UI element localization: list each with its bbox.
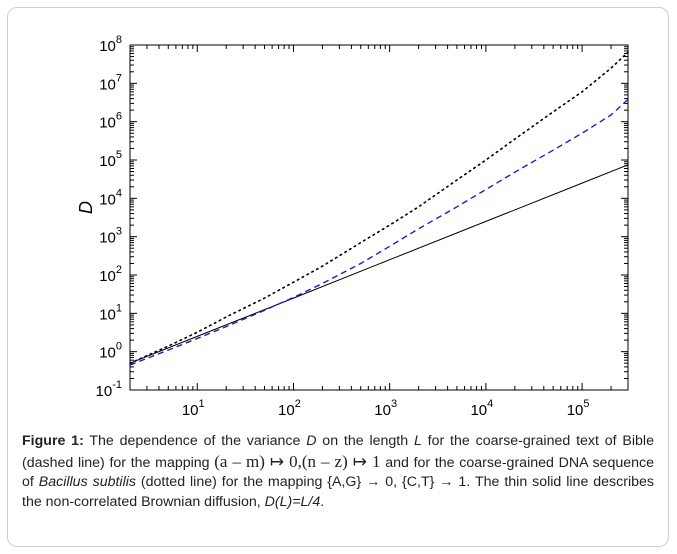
x-tick-label: 105 (567, 398, 590, 419)
y-tick-label: 102 (99, 264, 122, 285)
y-tick-label: 100 (99, 341, 122, 362)
caption-text-2: on the length (316, 433, 414, 449)
series-dotted-line (129, 51, 629, 365)
y-tick-label: 103 (99, 226, 122, 247)
plot-area (129, 44, 629, 391)
caption-text-3: for the coarse-grained text of Bible (da… (22, 433, 654, 471)
caption-species: Bacillus subtilis (38, 474, 136, 490)
caption-variable-l: L (413, 433, 422, 449)
caption-figure-label: Figure 1: (22, 433, 84, 449)
y-tick-label: 10-1 (96, 379, 122, 400)
caption-text-4: and for the coarse-grained DNA sequence … (22, 454, 654, 491)
caption-text-5: (dotted line) for the mapping {A,G} → 0,… (22, 474, 654, 510)
y-tick-label: 106 (99, 111, 122, 132)
x-tick-label: 103 (374, 398, 397, 419)
y-tick-label: 108 (99, 34, 122, 55)
y-tick-label: 107 (99, 72, 122, 93)
caption-variable-d: D (306, 433, 317, 449)
caption-end: . (320, 493, 325, 510)
series-dashed-line (129, 98, 629, 366)
y-tick-label: 101 (99, 302, 122, 323)
y-axis-label: D (76, 201, 96, 214)
caption-mapping-formula: (a – m) ↦ 0,(n – z) ↦ 1 (214, 451, 381, 471)
figure-caption: Figure 1: The dependence of the variance… (22, 432, 654, 512)
x-tick-label: 104 (470, 398, 493, 419)
y-tick-label: 105 (99, 149, 122, 170)
series-solid-line (129, 164, 629, 364)
figure-frame (7, 7, 669, 547)
chart: 101 102 103 104 105 10-1 100 101 102 103 104 105 106… (76, 34, 629, 419)
y-tick-label: 104 (99, 187, 122, 208)
x-tick-label: 101 (182, 398, 205, 419)
caption-text-1: The dependence of the variance (83, 433, 307, 449)
caption-brownian-formula: D(L)=L/4 (264, 493, 321, 510)
x-tick-label: 102 (278, 398, 301, 419)
